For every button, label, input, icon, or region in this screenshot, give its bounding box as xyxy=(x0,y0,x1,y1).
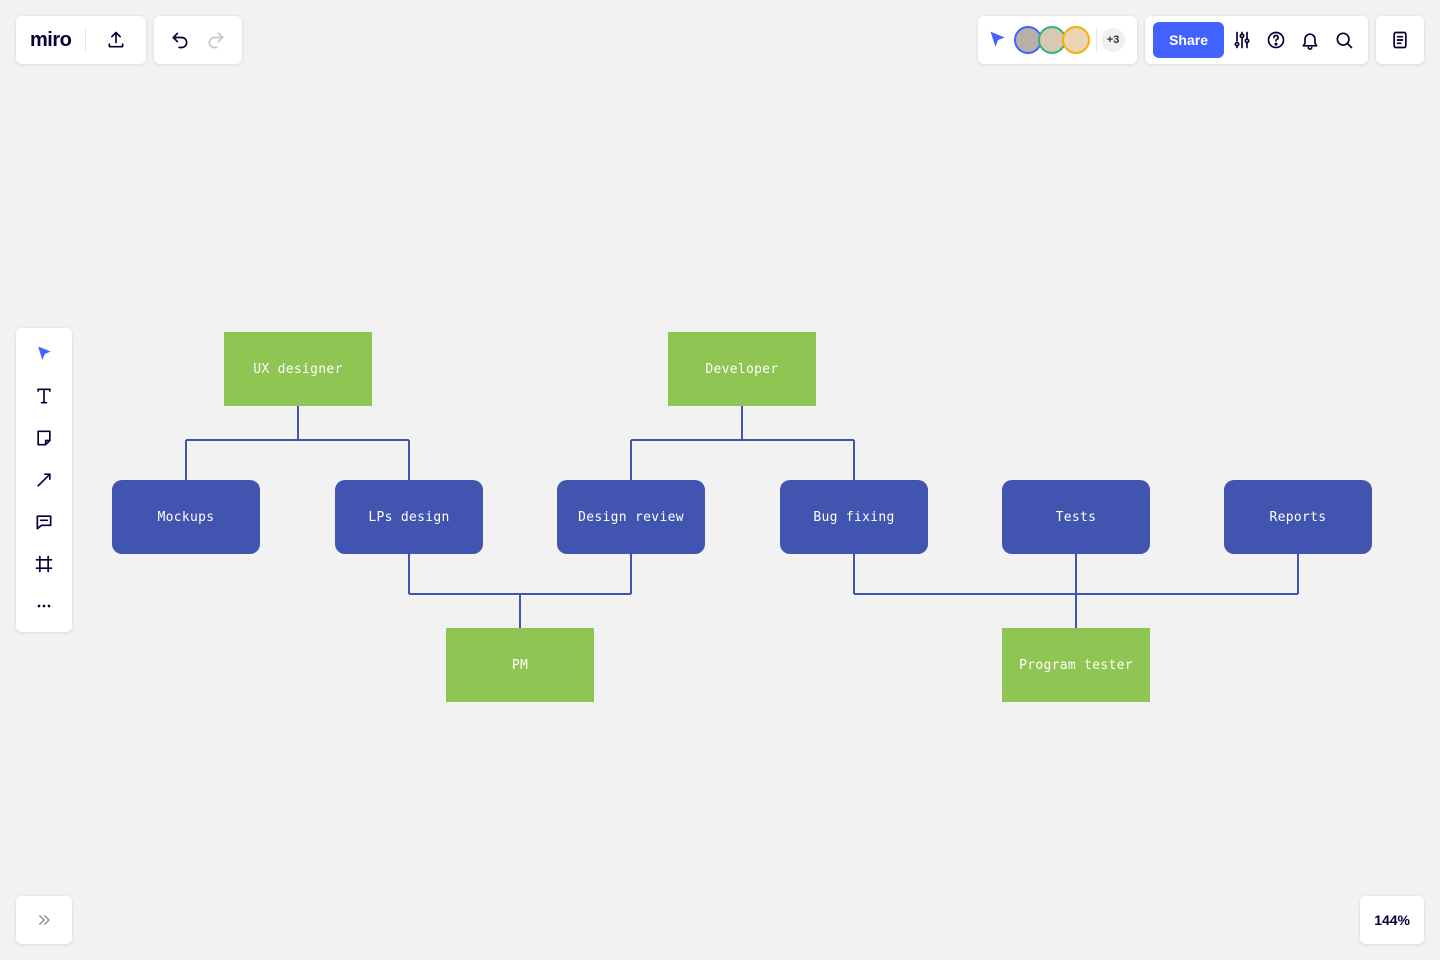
frame-icon xyxy=(34,554,54,574)
edge xyxy=(185,440,187,480)
more-collaborators-badge[interactable]: +3 xyxy=(1099,26,1127,54)
share-button[interactable]: Share xyxy=(1153,22,1224,58)
edge xyxy=(409,593,631,595)
node-label: Bug fixing xyxy=(813,510,894,525)
edge xyxy=(631,439,854,441)
line-tool[interactable] xyxy=(22,460,66,500)
divider xyxy=(1096,29,1097,51)
node-label: Mockups xyxy=(158,510,215,525)
logo-panel: miro xyxy=(16,16,146,64)
zoom-label: 144% xyxy=(1374,912,1410,928)
edge xyxy=(408,440,410,480)
tools-toolbar xyxy=(16,328,72,632)
edge xyxy=(1075,594,1077,628)
notes-button[interactable] xyxy=(1376,16,1424,64)
task-node[interactable]: Reports xyxy=(1224,480,1372,554)
text-icon xyxy=(34,386,54,406)
task-node[interactable]: LPs design xyxy=(335,480,483,554)
chevrons-right-icon xyxy=(34,910,54,930)
sticky-tool[interactable] xyxy=(22,418,66,458)
zoom-indicator[interactable]: 144% xyxy=(1360,896,1424,944)
presence-cursor-icon xyxy=(988,30,1008,50)
node-label: UX designer xyxy=(253,362,342,377)
upload-icon xyxy=(106,30,126,50)
search-icon xyxy=(1334,30,1354,50)
task-node[interactable]: Mockups xyxy=(112,480,260,554)
edge xyxy=(853,554,855,594)
frame-tool[interactable] xyxy=(22,544,66,584)
more-tools[interactable] xyxy=(22,586,66,626)
settings-button[interactable] xyxy=(1226,24,1258,56)
edge xyxy=(519,594,521,628)
node-label: Developer xyxy=(705,362,778,377)
role-node[interactable]: PM xyxy=(446,628,594,702)
node-label: PM xyxy=(512,658,528,673)
notes-icon xyxy=(1390,30,1410,50)
redo-button[interactable] xyxy=(200,24,232,56)
canvas[interactable]: UX designer Developer PM Program tester Mock… xyxy=(0,0,1440,960)
sliders-icon xyxy=(1232,30,1252,50)
comment-icon xyxy=(34,512,54,532)
arrow-icon xyxy=(34,470,54,490)
more-icon xyxy=(34,596,54,616)
help-icon xyxy=(1266,30,1286,50)
search-button[interactable] xyxy=(1328,24,1360,56)
node-label: LPs design xyxy=(368,510,449,525)
edge xyxy=(630,440,632,480)
role-node[interactable]: Program tester xyxy=(1002,628,1150,702)
share-label: Share xyxy=(1169,32,1208,48)
expand-panel-button[interactable] xyxy=(16,896,72,944)
actions-panel: Share xyxy=(1145,16,1368,64)
edge xyxy=(630,554,632,594)
notifications-button[interactable] xyxy=(1294,24,1326,56)
edge xyxy=(1075,554,1077,594)
node-label: Tests xyxy=(1056,510,1097,525)
edge xyxy=(297,406,299,440)
task-node[interactable]: Design review xyxy=(557,480,705,554)
node-label: Reports xyxy=(1270,510,1327,525)
app-logo[interactable]: miro xyxy=(30,29,71,52)
history-panel xyxy=(154,16,242,64)
comment-tool[interactable] xyxy=(22,502,66,542)
collaborator-avatar[interactable] xyxy=(1062,26,1090,54)
cursor-icon xyxy=(34,344,54,364)
undo-button[interactable] xyxy=(164,24,196,56)
export-button[interactable] xyxy=(100,24,132,56)
edge xyxy=(1297,554,1299,594)
avatar-stack[interactable] xyxy=(1014,26,1090,54)
task-node[interactable]: Tests xyxy=(1002,480,1150,554)
role-node[interactable]: UX designer xyxy=(224,332,372,406)
select-tool[interactable] xyxy=(22,334,66,374)
redo-icon xyxy=(206,30,226,50)
node-label: Design review xyxy=(578,510,684,525)
edge xyxy=(186,439,409,441)
more-collaborators-count: +3 xyxy=(1107,34,1120,46)
node-label: Program tester xyxy=(1019,658,1133,673)
edge xyxy=(408,554,410,594)
divider xyxy=(85,29,86,51)
task-node[interactable]: Bug fixing xyxy=(780,480,928,554)
collaborators-panel: +3 xyxy=(978,16,1137,64)
undo-icon xyxy=(170,30,190,50)
help-button[interactable] xyxy=(1260,24,1292,56)
text-tool[interactable] xyxy=(22,376,66,416)
bell-icon xyxy=(1300,30,1320,50)
role-node[interactable]: Developer xyxy=(668,332,816,406)
edge xyxy=(741,406,743,440)
sticky-note-icon xyxy=(34,428,54,448)
edge xyxy=(853,440,855,480)
